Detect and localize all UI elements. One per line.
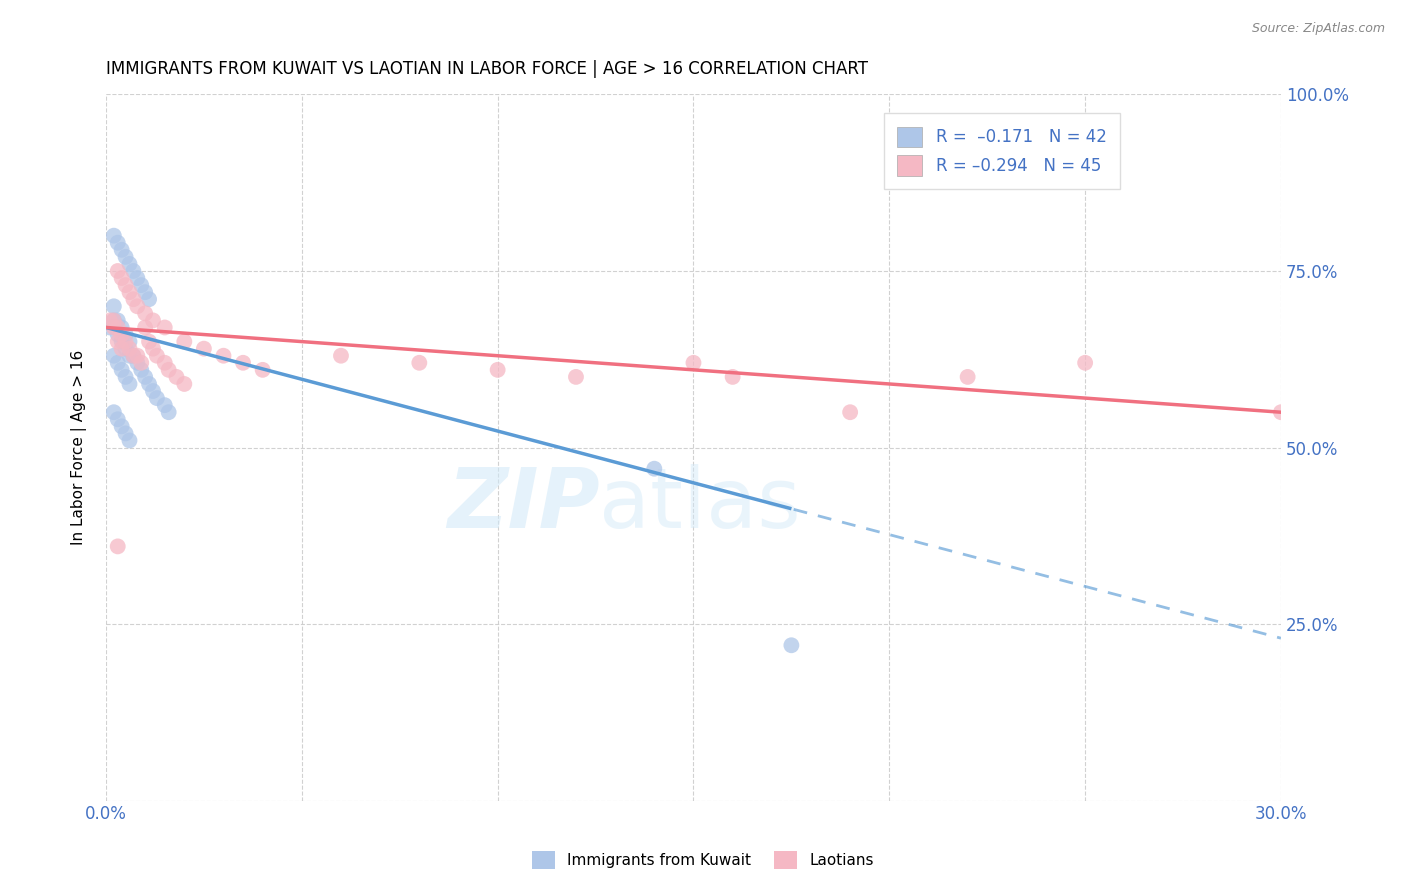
Point: [138, 334, 160, 349]
Point: [118, 376, 141, 391]
Point: [111, 334, 134, 349]
Point: [122, 264, 145, 278]
Point: [142, 384, 165, 398]
Point: [107, 412, 129, 426]
Point: [330, 349, 353, 363]
Point: [114, 327, 136, 342]
Point: [1074, 356, 1097, 370]
Point: [111, 342, 134, 356]
Point: [682, 356, 704, 370]
Point: [166, 370, 188, 384]
Point: [103, 349, 125, 363]
Point: [103, 405, 125, 419]
Point: [111, 243, 134, 257]
Point: [232, 356, 254, 370]
Point: [111, 419, 134, 434]
Point: [107, 235, 129, 250]
Point: [134, 320, 156, 334]
Point: [107, 264, 129, 278]
Point: [103, 313, 125, 327]
Point: [252, 363, 274, 377]
Point: [111, 271, 134, 285]
Point: [193, 342, 215, 356]
Point: [173, 376, 195, 391]
Point: [956, 370, 979, 384]
Point: [111, 363, 134, 377]
Point: [153, 320, 176, 334]
Point: [118, 342, 141, 356]
Point: [153, 398, 176, 412]
Point: [129, 356, 152, 370]
Point: [157, 405, 180, 419]
Point: [114, 278, 136, 293]
Point: [107, 320, 129, 334]
Point: [127, 271, 149, 285]
Point: [138, 376, 160, 391]
Point: [138, 292, 160, 306]
Point: [111, 320, 134, 334]
Point: [103, 228, 125, 243]
Point: [107, 327, 129, 342]
Point: [118, 334, 141, 349]
Point: [114, 370, 136, 384]
Legend: Immigrants from Kuwait, Laotians: Immigrants from Kuwait, Laotians: [526, 845, 880, 875]
Point: [643, 461, 665, 475]
Point: [486, 363, 509, 377]
Point: [114, 334, 136, 349]
Point: [98, 320, 121, 334]
Point: [98, 313, 121, 327]
Point: [721, 370, 744, 384]
Point: [122, 292, 145, 306]
Point: [107, 356, 129, 370]
Legend: R =  –0.171   N = 42, R = –0.294   N = 45: R = –0.171 N = 42, R = –0.294 N = 45: [884, 113, 1121, 189]
Point: [114, 250, 136, 264]
Text: ZIP: ZIP: [447, 464, 599, 544]
Text: IMMIGRANTS FROM KUWAIT VS LAOTIAN IN LABOR FORCE | AGE > 16 CORRELATION CHART: IMMIGRANTS FROM KUWAIT VS LAOTIAN IN LAB…: [105, 60, 868, 78]
Point: [129, 278, 152, 293]
Point: [107, 313, 129, 327]
Point: [1270, 405, 1292, 419]
Point: [142, 313, 165, 327]
Point: [565, 370, 588, 384]
Point: [839, 405, 862, 419]
Point: [118, 285, 141, 300]
Text: Source: ZipAtlas.com: Source: ZipAtlas.com: [1251, 22, 1385, 36]
Point: [127, 349, 149, 363]
Point: [134, 370, 156, 384]
Point: [153, 356, 176, 370]
Point: [118, 257, 141, 271]
Point: [118, 434, 141, 448]
Point: [111, 327, 134, 342]
Text: atlas: atlas: [599, 464, 801, 544]
Point: [212, 349, 235, 363]
Point: [157, 363, 180, 377]
Point: [142, 342, 165, 356]
Point: [146, 349, 169, 363]
Point: [173, 334, 195, 349]
Point: [408, 356, 430, 370]
Point: [118, 349, 141, 363]
Point: [122, 349, 145, 363]
Point: [780, 638, 803, 652]
Point: [107, 540, 129, 554]
Point: [103, 299, 125, 313]
Point: [134, 306, 156, 320]
Point: [134, 285, 156, 300]
Point: [127, 299, 149, 313]
Point: [103, 320, 125, 334]
Point: [103, 313, 125, 327]
Point: [107, 334, 129, 349]
Point: [114, 342, 136, 356]
Y-axis label: In Labor Force | Age > 16: In Labor Force | Age > 16: [72, 350, 87, 545]
Point: [129, 363, 152, 377]
Point: [127, 356, 149, 370]
Point: [122, 349, 145, 363]
Point: [114, 426, 136, 441]
Point: [146, 391, 169, 405]
